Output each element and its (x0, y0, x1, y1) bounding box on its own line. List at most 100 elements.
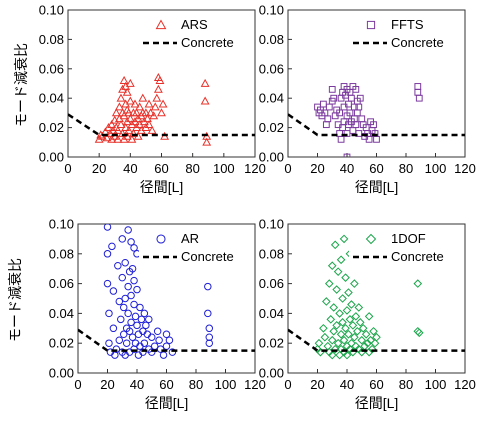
data-point-diamond (332, 321, 341, 330)
data-point-diamond (339, 234, 349, 244)
data-point-diamond (314, 338, 324, 348)
chart-panel-4: 0 20 40 60 80 100 120 0.00 0.02 0.04 0.06 0.08 0.10 径… (259, 217, 476, 412)
data-point-diamond (330, 344, 340, 354)
data-point-square (365, 135, 373, 143)
legend-label-series: AR (181, 231, 199, 246)
x-tick-label: 20 (100, 377, 114, 392)
y-tick-label: 0.10 (259, 3, 284, 18)
data-point-triangle (144, 120, 154, 129)
legend-label-series: 1DOF (391, 231, 426, 246)
x-tick-label: 120 (244, 161, 266, 176)
x-tick-label: 100 (425, 161, 447, 176)
data-point-square (349, 127, 357, 134)
data-point-diamond (355, 318, 365, 327)
data-point-circle (140, 339, 149, 347)
y-tick-label: 0.04 (259, 91, 284, 106)
data-point-circle (145, 315, 153, 324)
x-tick-label: 60 (369, 377, 383, 392)
data-point-diamond (326, 315, 336, 324)
data-point-triangle (158, 99, 168, 108)
data-point-circle (133, 285, 141, 294)
data-point-circle (140, 309, 149, 318)
data-point-diamond (347, 338, 356, 348)
data-point-square (337, 135, 345, 143)
y-tick-label: 0.08 (259, 246, 284, 261)
data-point-diamond (336, 255, 346, 265)
data-point-diamond (351, 312, 361, 321)
legend-marker (156, 234, 166, 244)
x-tick-label: 100 (215, 377, 237, 392)
y-tick-label: 0.10 (49, 217, 74, 232)
data-point-square (370, 121, 377, 129)
legend: ARS Concrete (139, 14, 251, 52)
x-tick-label: 20 (310, 377, 324, 392)
data-point-square (336, 109, 344, 117)
legend: FFTS Concrete (349, 14, 461, 52)
y-tick-label: 0.08 (259, 32, 284, 47)
concrete-line (68, 113, 255, 137)
data-point-square (415, 94, 423, 102)
data-point-circle (103, 279, 112, 288)
data-point-circle (125, 327, 134, 336)
data-point-square (325, 103, 333, 111)
data-point-triangle (144, 99, 154, 108)
data-point-circle (128, 264, 137, 273)
data-point-diamond (329, 326, 339, 336)
x-tick-label: 0 (284, 377, 291, 392)
data-point-circle (162, 342, 171, 350)
data-point-diamond (338, 294, 347, 303)
x-tick-label: 20 (310, 161, 324, 176)
data-point-circle (122, 339, 131, 347)
data-point-circle (148, 348, 156, 356)
data-point-triangle (129, 128, 138, 137)
x-tick-label: 120 (454, 377, 476, 392)
data-point-diamond (358, 323, 368, 333)
y-tick-label: 0.06 (259, 61, 284, 76)
data-point-diamond (361, 329, 371, 339)
data-point-triangle (125, 78, 135, 87)
data-point-circle (108, 242, 116, 251)
data-point-triangle (200, 78, 210, 87)
data-point-triangle (116, 93, 126, 102)
data-point-circle (103, 224, 112, 231)
data-point-circle (153, 327, 162, 336)
legend-box (139, 14, 251, 52)
y-tick-label: 0.00 (39, 150, 64, 165)
data-point-circle (130, 300, 138, 309)
x-tick-label: 40 (340, 377, 354, 392)
data-point-diamond (327, 350, 337, 360)
data-point-triangle (107, 120, 117, 129)
data-point-circle (109, 287, 118, 295)
legend-box (349, 14, 461, 52)
data-point-triangle (118, 128, 127, 137)
x-tick-label: 0 (64, 161, 71, 176)
data-point-circle (128, 333, 137, 341)
data-point-circle (127, 291, 135, 300)
x-axis-title: 径間[L] (355, 179, 399, 195)
data-point-diamond (344, 288, 353, 297)
legend-label-concrete: Concrete (181, 35, 234, 50)
data-point-square (348, 94, 355, 102)
data-point-diamond (327, 261, 337, 271)
concrete-line (78, 328, 255, 352)
data-point-triangle (114, 102, 124, 111)
data-point-triangle (125, 114, 135, 123)
data-point-triangle (121, 122, 131, 131)
data-point-circle (121, 259, 129, 267)
data-point-diamond (369, 326, 378, 336)
x-tick-label: 100 (425, 377, 447, 392)
data-point-triangle (124, 108, 134, 117)
data-point-square (352, 121, 360, 129)
x-tick-label: 80 (399, 161, 413, 176)
data-point-triangle (113, 125, 123, 134)
y-tick-label: 0.04 (259, 306, 284, 321)
data-point-triangle (200, 96, 210, 105)
x-tick-label: 40 (340, 161, 354, 176)
data-point-square (355, 103, 363, 111)
data-point-triangle (143, 114, 152, 123)
data-point-diamond (341, 273, 350, 282)
y-tick-label: 0.10 (39, 3, 64, 18)
data-point-circle (142, 321, 150, 330)
y-tick-label: 0.06 (39, 61, 64, 76)
data-point-circle (103, 250, 112, 258)
